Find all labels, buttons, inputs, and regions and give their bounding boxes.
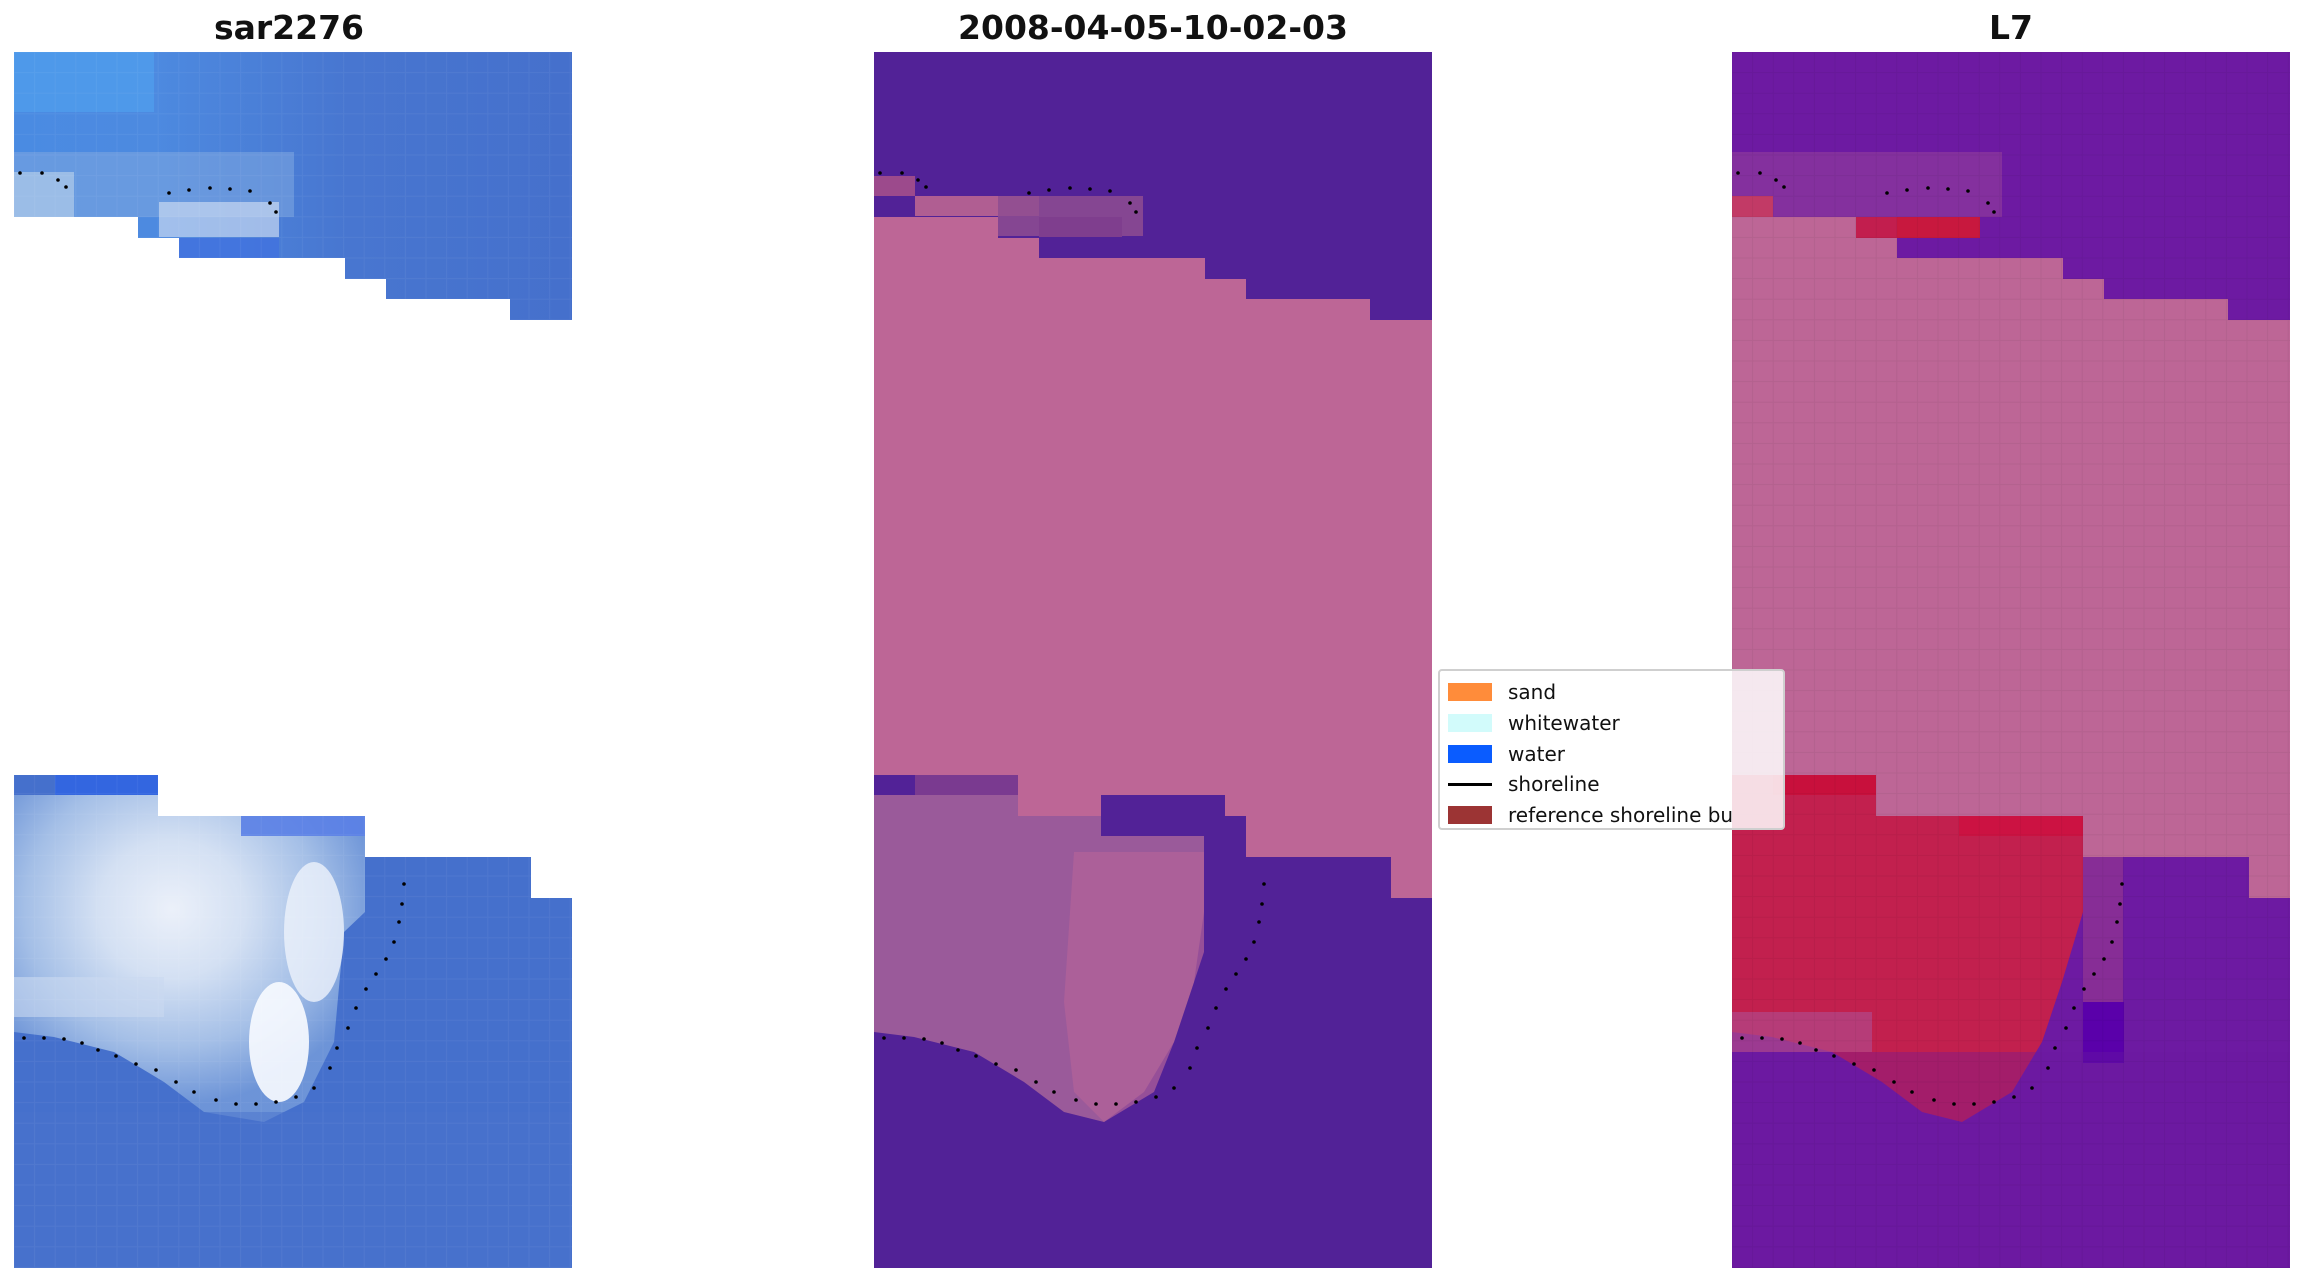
shoreline-dots-index (1736, 171, 2124, 1106)
legend-item-whitewater: whitewater (1448, 708, 1788, 738)
legend-item-reference-shoreline: reference shoreline bu (1448, 800, 1788, 830)
classified-image-panel (874, 52, 1432, 1268)
legend-label-reference-shoreline: reference shoreline bu (1508, 803, 1734, 827)
rgb-image-panel (14, 52, 572, 1268)
legend-item-sand: sand (1448, 677, 1788, 707)
legend: sand whitewater water shoreline referenc… (1438, 669, 1785, 830)
panel-title-rgb: sar2276 (213, 8, 365, 47)
panel-title-index: L7 (1989, 8, 2033, 47)
class-water-top (874, 52, 1432, 320)
whitewater-swatch (1448, 714, 1492, 732)
index-image (1732, 52, 2290, 1268)
legend-label-water: water (1508, 742, 1565, 766)
shoreline-dots-rgb (18, 171, 406, 1106)
legend-label-shoreline: shoreline (1508, 772, 1600, 796)
rgb-image (14, 52, 572, 1268)
classified-image (874, 52, 1432, 1268)
water-swatch (1448, 745, 1492, 763)
index-image-panel (1732, 52, 2290, 1268)
shoreline-dots-classified (878, 171, 1266, 1106)
panel-title-classified: 2008-04-05-10-02-03 (958, 8, 1348, 47)
reference-shoreline-swatch (1448, 806, 1492, 824)
sand-swatch (1448, 683, 1492, 701)
shoreline-line-swatch (1448, 782, 1492, 786)
legend-label-whitewater: whitewater (1508, 711, 1620, 735)
legend-item-water: water (1448, 739, 1788, 769)
legend-label-sand: sand (1508, 680, 1557, 704)
legend-item-shoreline: shoreline (1448, 769, 1788, 799)
